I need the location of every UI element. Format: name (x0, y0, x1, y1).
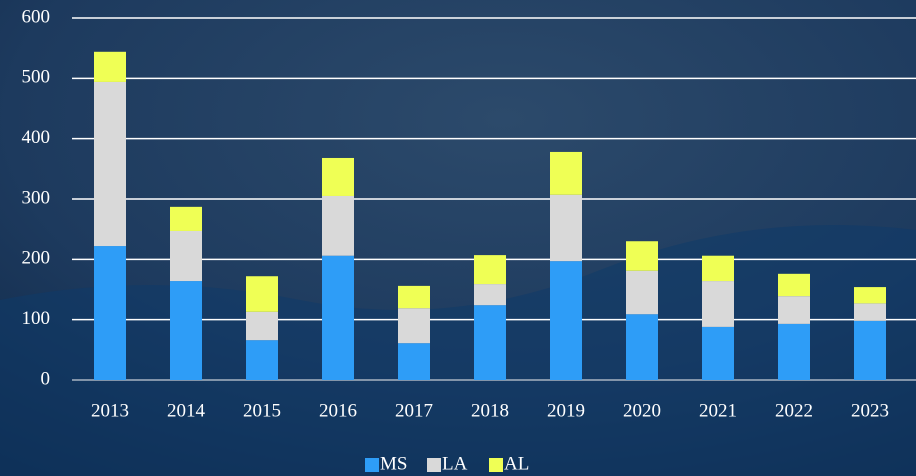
x-tick-label: 2019 (547, 400, 585, 421)
x-tick-label: 2016 (319, 400, 357, 421)
x-tick-label: 2015 (243, 400, 281, 421)
bar-segment (854, 320, 886, 380)
bar-segment (702, 326, 734, 380)
y-tick-label: 100 (22, 308, 51, 329)
y-tick-label: 0 (41, 368, 51, 389)
x-tick-label: 2021 (699, 400, 737, 421)
x-tick-label: 2023 (851, 400, 889, 421)
bar-segment (474, 305, 506, 380)
bar-segment (854, 303, 886, 321)
y-tick-label: 200 (22, 248, 51, 269)
bar-segment (626, 314, 658, 380)
bar-segment (626, 270, 658, 315)
legend-label: LA (442, 453, 468, 474)
bar-segment (322, 195, 354, 256)
bar-segment (322, 255, 354, 380)
y-tick-label: 300 (22, 187, 51, 208)
bar-segment (474, 284, 506, 306)
bar-segment (854, 287, 886, 304)
legend-swatch (489, 458, 503, 472)
bar-segment (246, 340, 278, 380)
bar-segment (702, 255, 734, 282)
bar-segment (246, 276, 278, 312)
y-tick-label: 600 (22, 6, 51, 27)
bar-segment (550, 194, 582, 262)
bar-segment (170, 230, 202, 282)
legend-label: MS (380, 453, 407, 474)
x-tick-label: 2014 (167, 400, 206, 421)
x-tick-label: 2013 (91, 400, 129, 421)
bar-segment (398, 343, 430, 380)
bar-segment (94, 246, 126, 380)
bar-segment (702, 281, 734, 327)
x-tick-label: 2017 (395, 400, 433, 421)
bar-segment (550, 261, 582, 380)
y-tick-label: 500 (22, 67, 51, 88)
bar-segment (778, 273, 810, 297)
x-tick-label: 2022 (775, 400, 813, 421)
bar-segment (322, 157, 354, 196)
bar-segment (626, 241, 658, 271)
bar-segment (778, 296, 810, 324)
bar-segment (398, 285, 430, 309)
bar-segment (474, 255, 506, 285)
bar-segment (398, 308, 430, 344)
bar-segment (94, 81, 126, 247)
bar-segment (778, 323, 810, 380)
legend-swatch (427, 458, 441, 472)
gulf-shape (0, 225, 916, 476)
bar-segment (246, 311, 278, 341)
bar-segment (550, 151, 582, 195)
bar-segment (170, 206, 202, 231)
x-tick-label: 2020 (623, 400, 661, 421)
bar-segment (94, 51, 126, 82)
y-tick-label: 400 (22, 127, 51, 148)
x-tick-label: 2018 (471, 400, 509, 421)
bar-segment (170, 281, 202, 380)
legend-label: AL (504, 453, 529, 474)
legend-swatch (365, 458, 379, 472)
